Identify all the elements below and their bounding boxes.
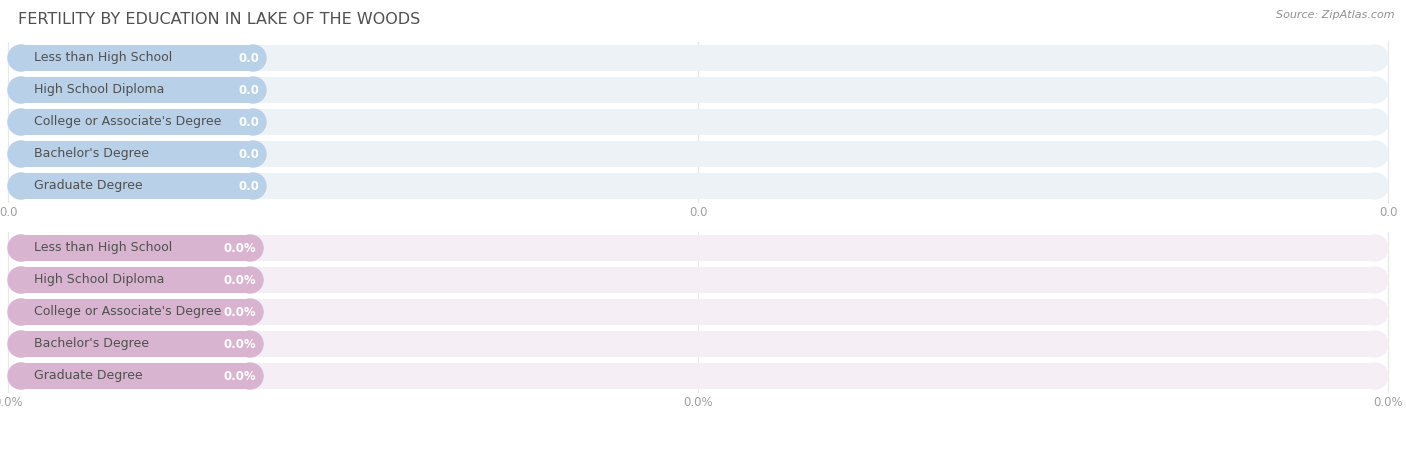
Text: 0.0%: 0.0% (1374, 397, 1403, 409)
Circle shape (8, 173, 34, 199)
Bar (21, 331, 1375, 357)
Circle shape (1362, 45, 1388, 71)
Circle shape (240, 77, 266, 103)
Text: 0.0%: 0.0% (224, 241, 256, 255)
Bar (21, 45, 253, 71)
Circle shape (8, 45, 34, 71)
Bar (21, 109, 1375, 135)
Circle shape (1362, 331, 1388, 357)
Circle shape (8, 363, 34, 389)
Text: Bachelor's Degree: Bachelor's Degree (34, 148, 149, 161)
Text: 0.0: 0.0 (238, 84, 259, 96)
Text: Source: ZipAtlas.com: Source: ZipAtlas.com (1277, 10, 1395, 20)
Bar (21, 363, 250, 389)
Bar (21, 173, 1375, 199)
Circle shape (8, 331, 34, 357)
Bar (21, 299, 250, 325)
Circle shape (8, 109, 34, 135)
Text: 0.0%: 0.0% (224, 274, 256, 286)
Bar (21, 77, 1375, 103)
Bar (21, 331, 250, 357)
Circle shape (240, 141, 266, 167)
Circle shape (1362, 267, 1388, 293)
Text: FERTILITY BY EDUCATION IN LAKE OF THE WOODS: FERTILITY BY EDUCATION IN LAKE OF THE WO… (18, 12, 420, 27)
Circle shape (238, 299, 263, 325)
Bar (21, 267, 250, 293)
Text: 0.0%: 0.0% (224, 305, 256, 319)
Text: 0.0%: 0.0% (0, 397, 22, 409)
Circle shape (8, 77, 34, 103)
Circle shape (238, 235, 263, 261)
Text: Less than High School: Less than High School (34, 51, 173, 65)
Circle shape (240, 109, 266, 135)
Bar (21, 267, 1375, 293)
Text: College or Associate's Degree: College or Associate's Degree (34, 305, 221, 319)
Text: Graduate Degree: Graduate Degree (34, 180, 142, 192)
Circle shape (8, 331, 34, 357)
Circle shape (8, 299, 34, 325)
Circle shape (8, 77, 34, 103)
Text: High School Diploma: High School Diploma (34, 84, 165, 96)
Text: 0.0: 0.0 (238, 115, 259, 129)
Circle shape (8, 173, 34, 199)
Text: Bachelor's Degree: Bachelor's Degree (34, 338, 149, 351)
Circle shape (8, 235, 34, 261)
Text: 0.0: 0.0 (238, 180, 259, 192)
Circle shape (8, 141, 34, 167)
Text: 0.0: 0.0 (1379, 207, 1398, 219)
Circle shape (238, 267, 263, 293)
Circle shape (238, 331, 263, 357)
Text: Less than High School: Less than High School (34, 241, 173, 255)
Circle shape (1362, 299, 1388, 325)
Circle shape (8, 299, 34, 325)
Bar (21, 173, 253, 199)
Bar (21, 299, 1375, 325)
Text: 0.0: 0.0 (238, 51, 259, 65)
Circle shape (8, 363, 34, 389)
Text: 0.0: 0.0 (0, 207, 17, 219)
Text: 0.0: 0.0 (238, 148, 259, 161)
Circle shape (238, 363, 263, 389)
Circle shape (8, 141, 34, 167)
Text: High School Diploma: High School Diploma (34, 274, 165, 286)
Circle shape (1362, 235, 1388, 261)
Text: 0.0: 0.0 (689, 207, 707, 219)
Bar (21, 235, 250, 261)
Text: College or Associate's Degree: College or Associate's Degree (34, 115, 221, 129)
Circle shape (1362, 363, 1388, 389)
Text: 0.0%: 0.0% (224, 338, 256, 351)
Bar (21, 141, 1375, 167)
Circle shape (240, 173, 266, 199)
Bar (21, 235, 1375, 261)
Text: Graduate Degree: Graduate Degree (34, 370, 142, 382)
Circle shape (8, 109, 34, 135)
Circle shape (8, 235, 34, 261)
Bar (21, 363, 1375, 389)
Circle shape (8, 267, 34, 293)
Bar (21, 109, 253, 135)
Bar (21, 77, 253, 103)
Bar (21, 45, 1375, 71)
Text: 0.0%: 0.0% (224, 370, 256, 382)
Circle shape (1362, 77, 1388, 103)
Circle shape (8, 45, 34, 71)
Circle shape (240, 45, 266, 71)
Bar (21, 141, 253, 167)
Circle shape (1362, 173, 1388, 199)
Text: 0.0%: 0.0% (683, 397, 713, 409)
Circle shape (1362, 141, 1388, 167)
Circle shape (1362, 109, 1388, 135)
Circle shape (8, 267, 34, 293)
